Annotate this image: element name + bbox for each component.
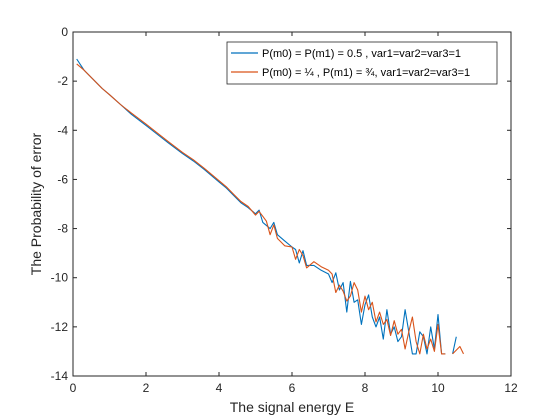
x-tick-label: 8 [362, 381, 369, 395]
x-tick-label: 6 [289, 381, 296, 395]
y-tick-label: -4 [57, 123, 68, 137]
series-layer [76, 58, 464, 355]
x-tick-label: 12 [504, 381, 518, 395]
legend: P(m0) = P(m1) = 0.5 , var1=var2=var3=1 P… [226, 41, 498, 85]
series-line-1 [76, 58, 457, 355]
legend-label-series-1: P(m0) = P(m1) = 0.5 , var1=var2=var3=1 [262, 48, 461, 60]
y-tick-label: -10 [51, 271, 69, 285]
x-axis-label: The signal energy E [230, 399, 355, 415]
y-tick-label: -14 [51, 369, 69, 383]
x-tick-label: 0 [70, 381, 77, 395]
x-axis: 0 2 4 6 8 10 12 [70, 32, 518, 395]
y-tick-label: 0 [61, 25, 68, 39]
y-tick-label: -8 [57, 222, 68, 236]
series-line-2 [76, 63, 464, 355]
y-tick-label: -12 [51, 320, 69, 334]
x-tick-label: 2 [143, 381, 150, 395]
legend-box [226, 41, 498, 85]
y-tick-label: -2 [57, 74, 68, 88]
x-tick-label: 10 [431, 381, 445, 395]
y-axis: 0 -2 -4 -6 -8 -10 -12 -14 [51, 25, 511, 383]
x-tick-label: 4 [216, 381, 223, 395]
legend-label-series-2: P(m0) = ¼ , P(m1) = ¾, var1=var2=var3=1 [262, 67, 470, 79]
y-tick-label: -6 [57, 172, 68, 186]
y-axis-label: The Probability of error [28, 132, 44, 275]
